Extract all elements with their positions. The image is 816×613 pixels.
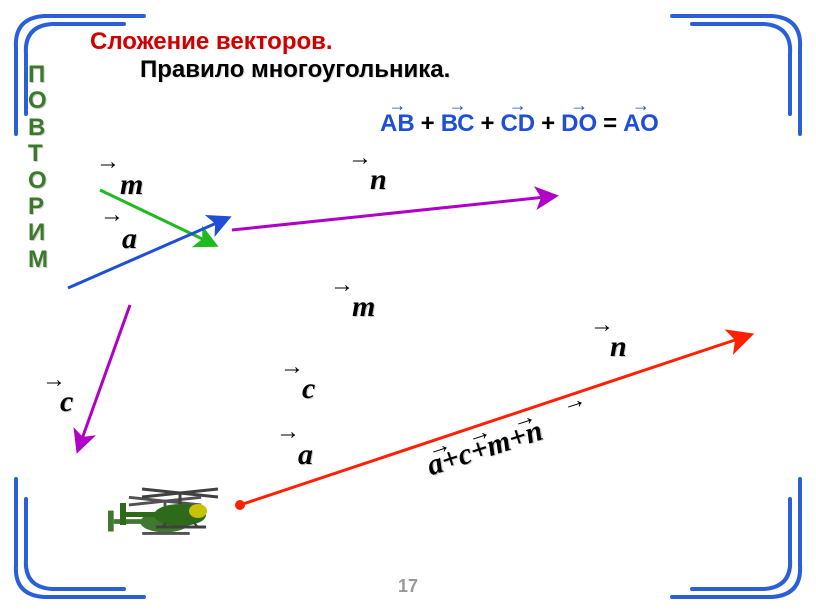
label-m2: m [352,290,375,324]
eq-term-bc: → ВС [441,110,475,138]
plus-op: + [480,110,494,138]
vertical-letter: И [28,220,48,246]
vector-arrow-icon: → [276,420,300,444]
label-c: c [60,385,73,419]
vector-arrow-icon: → [561,96,597,114]
vertical-letter: Т [28,141,48,167]
label-n2: n [610,330,627,364]
vector-arrow-icon: → [100,203,124,227]
plus-op: + [541,110,555,138]
eq-term-ab: → АВ [380,110,415,138]
eq-term-do: → DО [561,110,597,138]
slide-frame [4,4,812,609]
label-n: n [370,163,387,197]
equals-op: = [603,110,617,138]
vector-arrow-icon: → [441,96,475,114]
page-number: 17 [398,576,418,597]
vertical-letter: О [28,168,48,194]
label-c2: c [302,372,315,406]
vector-arrow-icon: → [280,355,304,379]
label-m: m [120,168,143,202]
vector-equation: → АВ + → ВС + → СD + → DО = → АО [380,110,659,138]
title-line2: Правило многоугольника. [140,56,450,84]
vector-arrow-icon: → [330,273,354,297]
vector-arrow-icon: → [623,96,659,114]
eq-term-ao: → АО [623,110,659,138]
vertical-letter: Р [28,194,48,220]
vertical-letter: В [28,115,48,141]
vertical-letter: П [28,62,48,88]
label-a2: a [298,438,313,472]
vertical-word: П О В Т О Р И М [28,62,48,273]
vertical-letter: М [28,247,48,273]
label-a: a [122,222,137,256]
vector-arrow-icon: → [96,150,120,174]
title-line1: Сложение векторов. [90,28,333,56]
plus-op: + [421,110,435,138]
eq-term-cd: → СD [500,110,535,138]
vertical-letter: О [28,88,48,114]
vector-arrow-icon: → [500,96,535,114]
vector-arrow-icon: → [348,146,372,170]
vector-arrow-icon: → [380,96,415,114]
